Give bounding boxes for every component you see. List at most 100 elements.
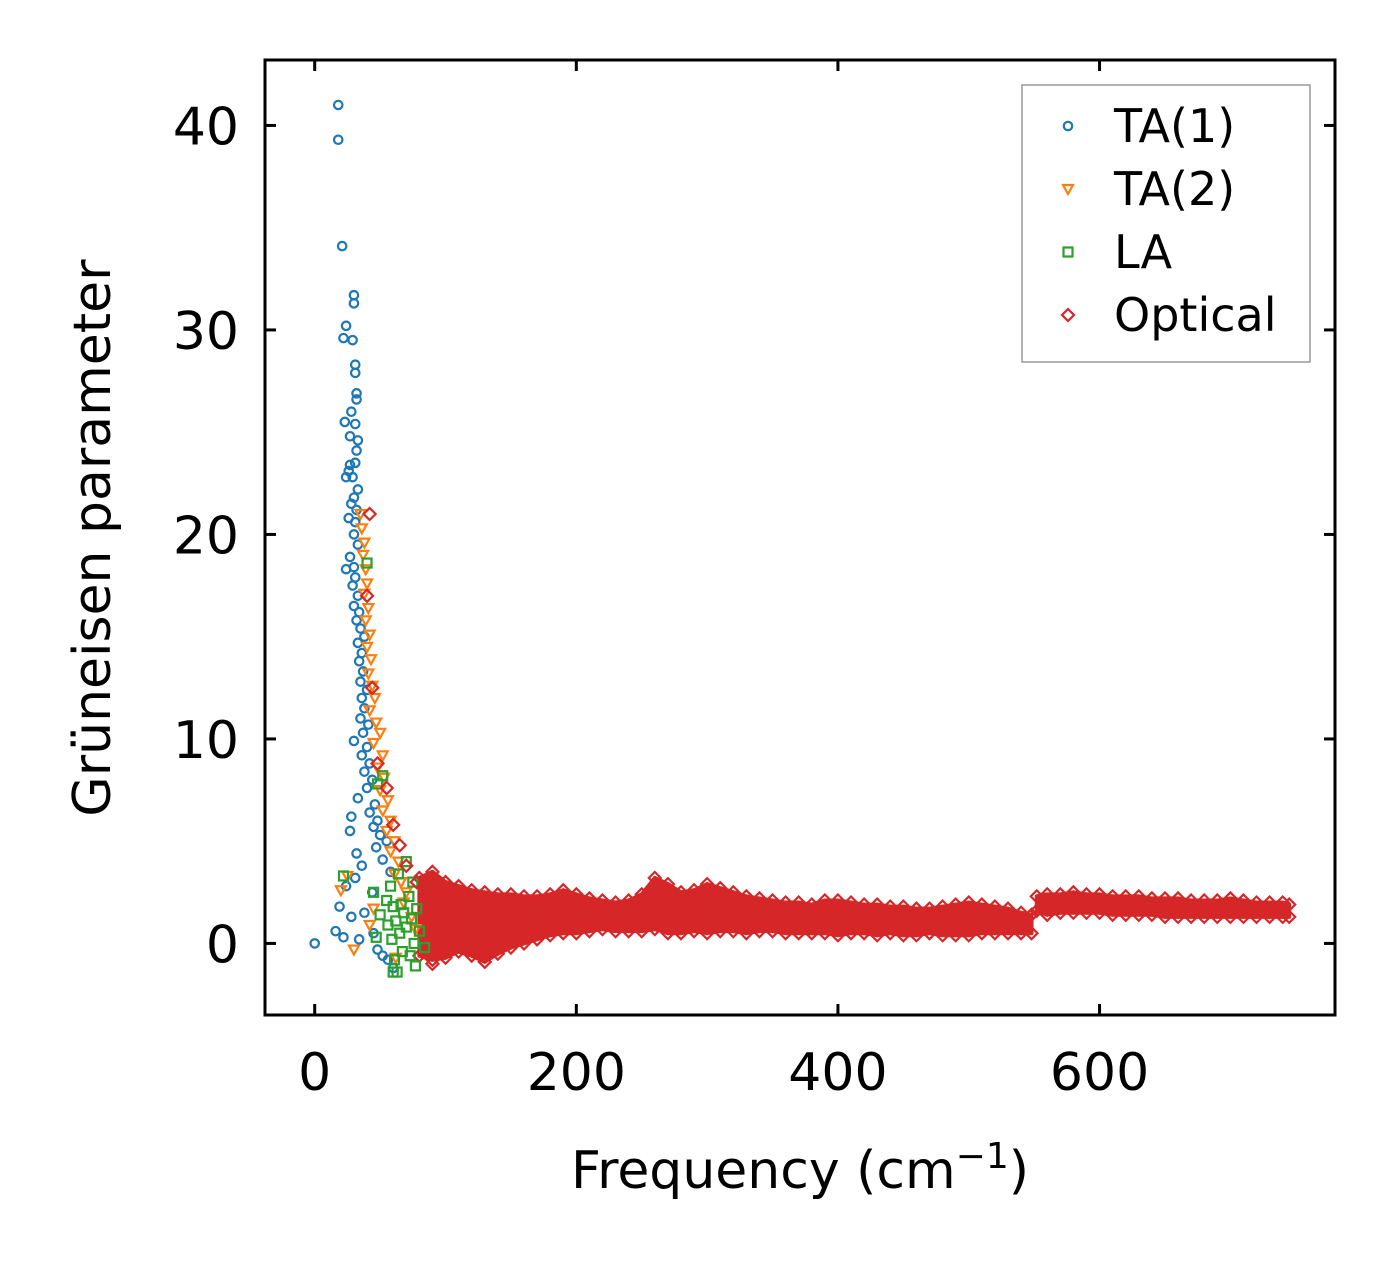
data-point	[366, 903, 381, 916]
optical-band-edge-point	[1131, 907, 1147, 923]
data-point	[349, 418, 361, 430]
series-la	[337, 557, 431, 978]
legend-entry: TA(2)	[1061, 162, 1235, 216]
x-axis-title-superscript: −1	[956, 1136, 1009, 1177]
data-point	[359, 588, 375, 604]
optical-band-edge-point	[764, 892, 781, 909]
data-point	[361, 668, 376, 681]
optical-band-edge-point	[568, 925, 584, 941]
data-point	[359, 766, 370, 777]
data-point	[392, 837, 408, 853]
optical-band-edge-point	[1105, 907, 1121, 923]
optical-band-edge-point	[1235, 909, 1251, 925]
optical-band-edge-point	[1170, 890, 1186, 906]
optical-band-edge-point	[895, 927, 911, 943]
data-point	[338, 332, 349, 344]
data-point	[407, 876, 419, 888]
optical-band-edge-point	[1222, 909, 1238, 925]
data-point	[381, 894, 393, 907]
optical-band-edge-point	[1281, 909, 1297, 925]
optical-band-edge-point	[542, 886, 558, 902]
optical-band-edge-point	[1078, 905, 1095, 921]
data-point	[383, 846, 398, 859]
x-axis-title-main: Frequency (cm	[571, 1141, 956, 1201]
data-point	[357, 666, 369, 677]
optical-band-edge-point	[974, 897, 990, 913]
data-point	[347, 580, 358, 591]
optical-band-edge-point	[908, 901, 924, 917]
optical-band-edge-point	[1118, 907, 1134, 923]
data-point	[359, 907, 370, 919]
data-point	[361, 782, 373, 794]
data-point	[361, 741, 373, 753]
optical-band-edge-point	[987, 899, 1003, 915]
data-point	[344, 459, 356, 471]
optical-band-edge-point	[1091, 886, 1108, 902]
optical-band-edge-point	[647, 870, 663, 886]
optical-band-edge-point	[738, 888, 754, 904]
data-point	[374, 829, 386, 841]
data-point	[383, 815, 398, 828]
data-point	[379, 780, 395, 796]
data-point	[353, 934, 365, 945]
y-tick-label: 40	[173, 97, 239, 157]
data-point	[386, 933, 398, 945]
data-point	[362, 705, 377, 718]
optical-band-edge-point	[1170, 909, 1186, 925]
optical-band-edge-point	[437, 874, 454, 890]
legend-label: Optical	[1114, 288, 1276, 342]
data-point	[349, 516, 361, 528]
optical-band-edge-point	[882, 925, 898, 941]
data-point	[400, 856, 412, 868]
data-point	[362, 919, 377, 933]
optical-band-edge-point	[908, 927, 924, 943]
optical-band-edge-point	[751, 890, 768, 906]
data-point	[336, 240, 348, 252]
data-point	[353, 655, 365, 667]
legend-marker	[1060, 307, 1076, 323]
optical-band-edge-point	[1013, 925, 1029, 941]
data-point	[344, 430, 356, 442]
optical-band-edge-point	[1131, 888, 1147, 904]
optical-band-edge-point	[1052, 905, 1068, 921]
optical-band-edge-point	[608, 923, 624, 939]
data-point	[424, 956, 440, 972]
optical-band-edge-point	[778, 894, 794, 911]
data-point	[360, 641, 374, 655]
legend: TA(1) TA(2) LA Optical	[1021, 84, 1311, 363]
optical-band-edge-point	[1262, 909, 1278, 925]
legend-entry: TA(1)	[1062, 99, 1235, 153]
optical-band-edge-point	[451, 944, 467, 960]
data-point	[346, 811, 357, 822]
optical-band-edge-point	[1157, 890, 1173, 906]
optical-band-edge-point	[1000, 925, 1016, 941]
optical-band-series	[411, 864, 1297, 970]
data-point	[357, 537, 372, 550]
optical-band-edge-point	[791, 894, 807, 911]
data-point	[398, 907, 410, 919]
optical-band-edge-point	[843, 894, 859, 911]
optical-band-edge-point	[1000, 901, 1016, 917]
optical-band-edge-point	[581, 923, 597, 939]
data-point	[385, 817, 401, 833]
optical-band-edge-point	[1262, 894, 1278, 911]
optical-band-edge-point	[424, 864, 440, 880]
optical-band-edge-point	[1052, 886, 1068, 902]
data-point	[332, 134, 344, 146]
data-point	[388, 954, 401, 966]
data-point	[373, 727, 387, 741]
data-point	[369, 799, 381, 810]
data-point	[377, 854, 389, 865]
legend-label: TA(1)	[1113, 99, 1235, 153]
optical-band-edge-point	[830, 892, 846, 909]
data-point	[356, 549, 370, 563]
data-point	[367, 886, 380, 898]
series-optical	[359, 506, 440, 972]
optical-band-edge-point	[895, 899, 911, 915]
optical-band-edge-point	[1209, 892, 1225, 909]
data-point	[355, 623, 366, 634]
optical-band-edge-point	[1013, 905, 1029, 921]
data-point	[355, 713, 366, 724]
data-point	[387, 966, 399, 978]
